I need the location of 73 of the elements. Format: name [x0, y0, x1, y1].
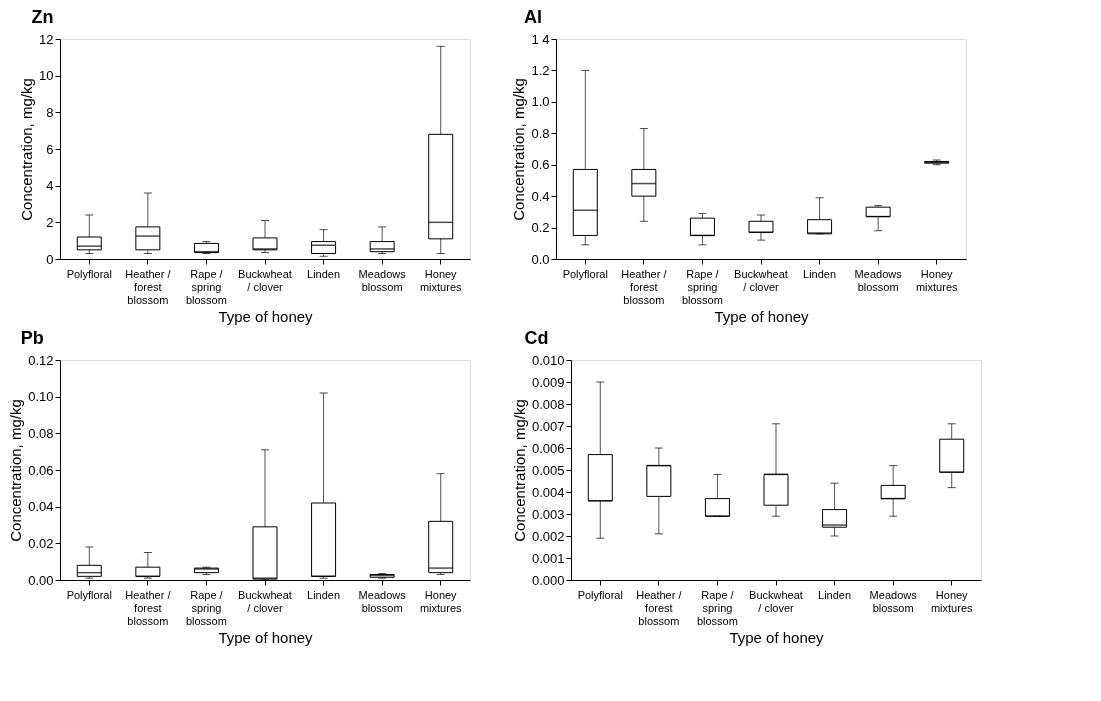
x-tick-label: Meadows blossom [869, 588, 918, 614]
y-tick-label: 6 [46, 141, 54, 157]
y-tick-label: 10 [39, 68, 54, 84]
y-tick-label: 1.2 [531, 62, 550, 78]
x-tick-label: Honey mixtures [915, 267, 958, 293]
y-tick-label: 0.005 [531, 462, 565, 478]
y-axis-title: Concentration, mg/kg [510, 399, 528, 542]
y-tick-label: 0.007 [531, 418, 565, 434]
y-tick-label: 0.06 [28, 462, 54, 478]
y-tick-label: 0.004 [531, 484, 565, 500]
x-tick-label: Rape / spring blossom [681, 267, 723, 306]
y-tick-label: 1 4 [531, 31, 550, 47]
y-tick-label: 0.006 [531, 440, 565, 456]
y-tick-label: 0.08 [28, 425, 54, 441]
y-tick-label: 8 [46, 104, 54, 120]
y-tick-label: 1.0 [531, 94, 550, 110]
x-tick-label: Polyfloral [577, 588, 623, 601]
x-tick-label: Meadows blossom [358, 267, 407, 293]
y-axis-title: Concentration, mg/kg [510, 78, 528, 221]
y-tick-label: 0.010 [531, 352, 565, 368]
x-tick-label: Heather / forest blossom [125, 588, 172, 627]
x-tick-label: Buckwheat / clover [238, 267, 292, 293]
x-tick-label: Buckwheat / clover [734, 267, 788, 293]
x-tick-label: Honey mixtures [419, 267, 462, 293]
x-tick-label: Linden [818, 588, 852, 601]
y-tick-label: 0.6 [531, 157, 550, 173]
y-tick-label: 0.4 [531, 188, 550, 204]
x-tick-label: Polyfloral [562, 267, 608, 280]
y-tick-label: 0.0 [531, 251, 550, 267]
x-axis-title: Type of honey [729, 628, 825, 646]
y-tick-label: 4 [46, 178, 54, 194]
x-tick-label: Honey mixtures [930, 588, 973, 614]
y-tick-label: 12 [39, 31, 54, 47]
y-tick-label: 0.12 [28, 352, 54, 368]
y-tick-label: 0.001 [531, 550, 565, 566]
y-tick-label: 0.002 [531, 528, 565, 544]
x-axis-title: Type of honey [714, 307, 810, 325]
y-axis-title: Concentration, mg/kg [18, 78, 36, 221]
x-tick-label: Heather / forest blossom [125, 267, 172, 306]
x-tick-label: Meadows blossom [358, 588, 407, 614]
x-axis-title: Type of honey [218, 307, 314, 325]
chart-title: Zn [31, 7, 54, 27]
x-tick-label: Polyfloral [66, 267, 112, 280]
y-tick-label: 0.000 [531, 572, 565, 588]
x-tick-label: Heather / forest blossom [636, 588, 683, 627]
x-tick-label: Linden [803, 267, 837, 280]
y-tick-label: 0.00 [28, 572, 54, 588]
x-tick-label: Heather / forest blossom [621, 267, 668, 306]
y-tick-label: 0.8 [531, 125, 550, 141]
x-axis-title: Type of honey [218, 628, 314, 646]
y-tick-label: 0.2 [531, 220, 550, 236]
y-axis-title: Concentration, mg/kg [7, 399, 25, 542]
y-tick-label: 0.04 [28, 499, 54, 515]
y-tick-label: 0.009 [531, 374, 565, 390]
x-tick-label: Linden [307, 588, 341, 601]
x-tick-label: Buckwheat / clover [749, 588, 803, 614]
y-tick-label: 0.10 [28, 389, 54, 405]
chart-title: Pb [20, 328, 44, 348]
x-tick-label: Rape / spring blossom [185, 588, 227, 627]
x-tick-label: Meadows blossom [854, 267, 903, 293]
y-tick-label: 0.008 [531, 396, 565, 412]
y-tick-label: 2 [46, 214, 54, 230]
x-tick-label: Rape / spring blossom [696, 588, 738, 627]
y-tick-label: 0.003 [531, 506, 565, 522]
x-tick-label: Rape / spring blossom [185, 267, 227, 306]
x-tick-label: Honey mixtures [419, 588, 462, 614]
x-tick-label: Buckwheat / clover [238, 588, 292, 614]
y-tick-label: 0 [46, 251, 54, 267]
chart-title: Cd [524, 328, 549, 348]
chart-title: Al [523, 7, 542, 27]
x-tick-label: Polyfloral [66, 588, 112, 601]
y-tick-label: 0.02 [28, 535, 54, 551]
x-tick-label: Linden [307, 267, 341, 280]
